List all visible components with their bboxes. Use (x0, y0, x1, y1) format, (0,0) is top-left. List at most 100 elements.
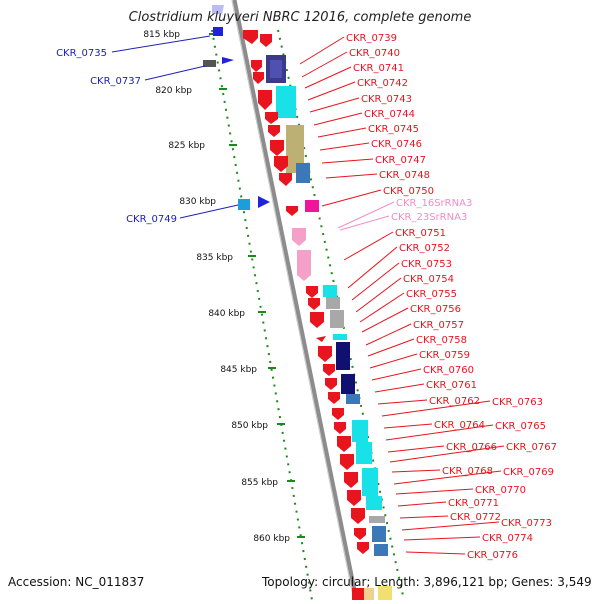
gene-label[interactable]: CKR_0767 (506, 442, 557, 453)
gene-label[interactable]: CKR_0757 (413, 320, 464, 331)
gene-label[interactable]: CKR_0756 (410, 304, 461, 315)
gene-label[interactable]: CKR_0737 (90, 76, 141, 87)
gene-label[interactable]: CKR_0760 (423, 365, 474, 376)
gene-label[interactable]: CKR_0749 (126, 214, 177, 225)
gene-feature[interactable] (352, 588, 364, 600)
gene-feature[interactable] (292, 228, 306, 246)
gene-label[interactable]: CKR_0771 (448, 498, 499, 509)
gene-label[interactable]: CKR_0753 (401, 259, 452, 270)
gene-feature[interactable] (330, 310, 344, 328)
gene-feature[interactable] (279, 173, 292, 186)
gene-label[interactable]: CKR_0751 (395, 228, 446, 239)
gene-feature[interactable] (212, 5, 224, 14)
gene-label[interactable]: CKR_0761 (426, 380, 477, 391)
gene-label[interactable]: CKR_23SrRNA3 (391, 212, 467, 223)
gene-label[interactable]: CKR_0770 (475, 485, 526, 496)
gene-label[interactable]: CKR_0765 (495, 421, 546, 432)
gene-feature[interactable] (333, 334, 347, 340)
gene-label[interactable]: CKR_0752 (399, 243, 450, 254)
gene-feature[interactable] (286, 125, 304, 173)
gene-feature[interactable] (270, 140, 284, 156)
gene-feature[interactable] (336, 342, 350, 370)
gene-feature[interactable] (356, 442, 372, 464)
gene-feature[interactable] (310, 312, 324, 328)
gene-label[interactable]: CKR_0776 (467, 550, 518, 561)
gene-feature[interactable] (268, 125, 280, 137)
gene-label[interactable]: CKR_0758 (416, 335, 467, 346)
gene-feature[interactable] (274, 156, 288, 172)
gene-label[interactable]: CKR_0741 (353, 63, 404, 74)
gene-feature[interactable] (326, 297, 340, 309)
gene-label[interactable]: CKR_0769 (503, 467, 554, 478)
gene-feature[interactable] (325, 378, 337, 390)
gene-feature[interactable] (347, 490, 361, 506)
gene-label[interactable]: CKR_0745 (368, 124, 419, 135)
gene-feature[interactable] (318, 346, 332, 362)
gene-label[interactable]: CKR_0740 (349, 48, 400, 59)
gene-label[interactable]: CKR_0759 (419, 350, 470, 361)
gene-feature[interactable] (243, 30, 258, 44)
gene-label[interactable]: CKR_0773 (501, 518, 552, 529)
gene-feature[interactable] (357, 542, 369, 554)
gene-feature[interactable] (374, 544, 388, 556)
gene-feature[interactable] (222, 57, 234, 64)
gene-feature[interactable] (362, 468, 378, 496)
gene-feature[interactable] (203, 60, 216, 67)
gene-feature[interactable] (369, 516, 385, 523)
gene-label[interactable]: CKR_0750 (383, 186, 434, 197)
gene-label[interactable]: CKR_0739 (346, 33, 397, 44)
gene-feature[interactable] (258, 196, 270, 208)
gene-feature[interactable] (316, 336, 326, 342)
gene-label[interactable]: CKR_0746 (371, 139, 422, 150)
gene-feature[interactable] (286, 206, 298, 216)
gene-feature[interactable] (306, 286, 318, 298)
gene-label[interactable]: CKR_0764 (434, 420, 485, 431)
gene-label[interactable]: CKR_0768 (442, 466, 493, 477)
gene-feature[interactable] (334, 422, 346, 434)
gene-label[interactable]: CKR_0772 (450, 512, 501, 523)
gene-feature[interactable] (352, 420, 368, 442)
gene-feature[interactable] (276, 86, 296, 118)
gene-feature[interactable] (323, 285, 337, 297)
gene-feature[interactable] (346, 394, 360, 404)
gene-label[interactable]: CKR_16SrRNA3 (396, 198, 472, 209)
gene-feature[interactable] (351, 508, 365, 524)
gene-label[interactable]: CKR_0747 (375, 155, 426, 166)
gene-label[interactable]: CKR_0735 (56, 48, 107, 59)
gene-label[interactable]: CKR_0744 (364, 109, 415, 120)
gene-feature[interactable] (253, 72, 264, 84)
gene-label[interactable]: CKR_0742 (357, 78, 408, 89)
gene-feature[interactable] (213, 27, 223, 36)
gene-feature[interactable] (328, 392, 340, 404)
gene-feature[interactable] (323, 364, 335, 376)
ruler-tick-label: 845 kbp (220, 365, 257, 375)
gene-feature[interactable] (270, 60, 282, 78)
gene-label[interactable]: CKR_0766 (446, 442, 497, 453)
gene-label[interactable]: CKR_0755 (406, 289, 457, 300)
gene-feature[interactable] (260, 34, 272, 47)
gene-feature[interactable] (238, 199, 250, 210)
gene-feature[interactable] (337, 436, 351, 452)
gene-feature[interactable] (366, 496, 382, 510)
gene-feature[interactable] (305, 200, 319, 212)
gene-feature[interactable] (251, 60, 262, 72)
gene-label[interactable]: CKR_0763 (492, 397, 543, 408)
gene-feature[interactable] (354, 528, 366, 540)
gene-feature[interactable] (340, 454, 354, 470)
gene-label[interactable]: CKR_0754 (403, 274, 454, 285)
gene-feature[interactable] (296, 163, 310, 183)
gene-feature[interactable] (341, 374, 355, 394)
gene-feature[interactable] (344, 472, 358, 488)
gene-feature[interactable] (364, 588, 374, 600)
gene-feature[interactable] (258, 90, 272, 110)
gene-label[interactable]: CKR_0774 (482, 533, 533, 544)
gene-feature[interactable] (308, 298, 320, 310)
gene-label[interactable]: CKR_0762 (429, 396, 480, 407)
gene-label[interactable]: CKR_0743 (361, 94, 412, 105)
gene-feature[interactable] (297, 250, 311, 281)
gene-feature[interactable] (332, 408, 344, 420)
gene-feature[interactable] (265, 112, 278, 124)
gene-label[interactable]: CKR_0748 (379, 170, 430, 181)
gene-feature[interactable] (372, 526, 386, 542)
gene-feature[interactable] (378, 586, 392, 600)
